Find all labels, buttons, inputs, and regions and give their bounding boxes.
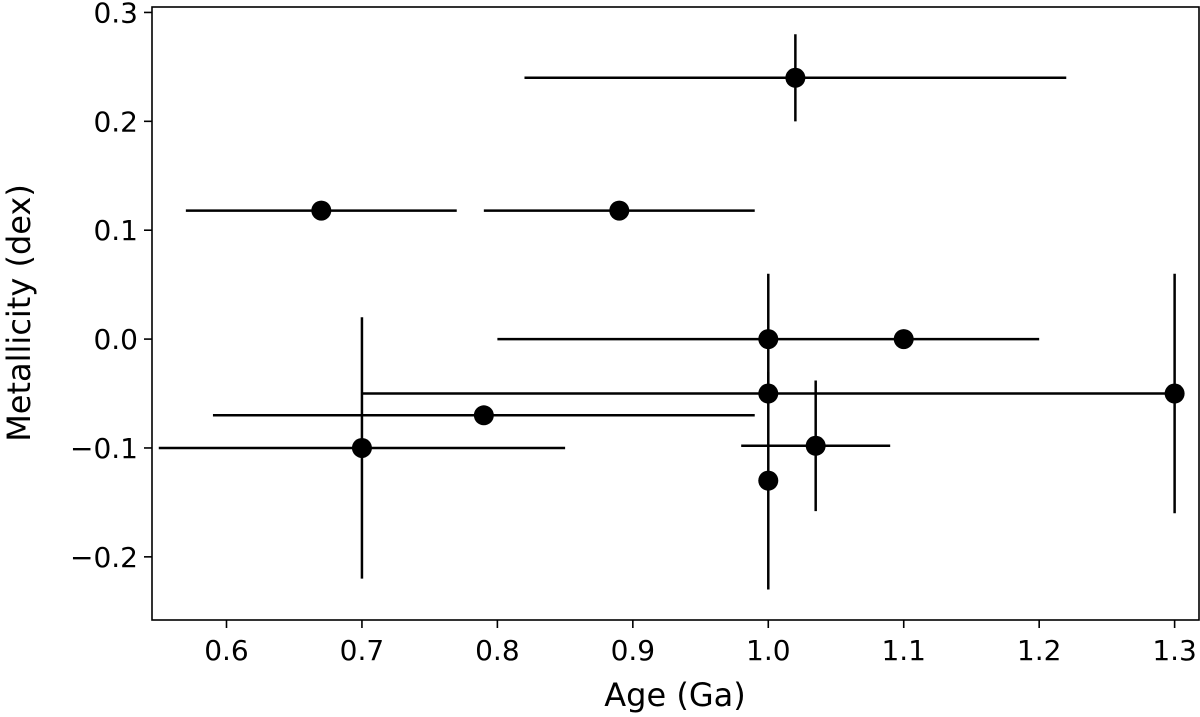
data-point	[758, 470, 779, 491]
x-tick-label: 0.8	[475, 634, 520, 667]
x-tick-label: 1.0	[746, 634, 791, 667]
x-tick-label: 0.7	[340, 634, 385, 667]
plot-frame	[151, 6, 1200, 621]
data-point	[473, 405, 494, 426]
data-point	[758, 329, 779, 350]
y-tick-label: −0.2	[70, 541, 138, 574]
y-axis-label: Metallicity (dex)	[0, 184, 38, 442]
y-tick-label: 0.3	[93, 0, 138, 29]
x-tick-label: 0.6	[204, 634, 249, 667]
error-bars	[158, 34, 1176, 590]
data-point	[1164, 383, 1185, 404]
x-tick-label: 0.9	[611, 634, 656, 667]
y-tick-label: −0.1	[70, 432, 138, 465]
data-point	[785, 67, 806, 88]
data-point	[758, 383, 779, 404]
data-points	[311, 67, 1185, 491]
data-point	[893, 329, 914, 350]
y-tick-label: 0.1	[93, 214, 138, 247]
data-point	[609, 200, 630, 221]
x-axis-label: Age (Ga)	[604, 676, 745, 714]
x-axis-ticks: 0.6 0.7 0.8 0.9 1.0 1.1 1.2 1.3	[204, 620, 1197, 667]
y-tick-label: 0.2	[93, 105, 138, 138]
x-tick-label: 1.2	[1017, 634, 1062, 667]
y-axis-ticks: −0.2 −0.1 0.0 0.1 0.2 0.3	[70, 0, 152, 574]
data-point	[311, 200, 332, 221]
data-point	[351, 437, 372, 458]
y-tick-label: 0.0	[93, 323, 138, 356]
data-point	[805, 435, 826, 456]
x-tick-label: 1.1	[881, 634, 926, 667]
x-tick-label: 1.3	[1152, 634, 1197, 667]
